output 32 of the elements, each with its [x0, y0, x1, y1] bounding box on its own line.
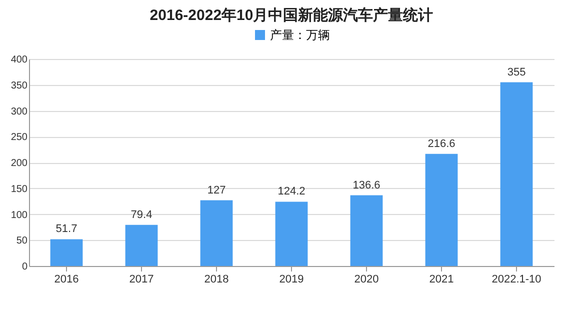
bar [275, 202, 308, 266]
data-label: 79.4 [130, 208, 152, 221]
data-label: 124.2 [278, 186, 306, 198]
bar [425, 154, 458, 266]
y-tick-label: 250 [10, 132, 28, 144]
data-label: 127 [207, 184, 226, 196]
bar [125, 224, 158, 266]
x-tick-label: 2021 [429, 274, 454, 286]
data-label: 51.7 [56, 223, 78, 236]
data-label: 136.6 [352, 179, 380, 192]
y-tick-label: 0 [22, 262, 28, 272]
bar [500, 82, 533, 266]
y-tick-label: 50 [16, 236, 28, 247]
y-tick-label: 150 [10, 184, 28, 195]
y-tick-label: 300 [10, 106, 28, 118]
legend-label: 产量：万辆 [270, 28, 330, 42]
x-tick-label: 2019 [279, 274, 304, 286]
y-tick-label: 350 [10, 80, 28, 92]
y-tick-label: 200 [10, 158, 28, 169]
chart-title: 2016-2022年10月中国新能源汽车产量统计 [150, 6, 434, 24]
data-label: 216.6 [428, 138, 456, 150]
x-tick-label: 2018 [204, 274, 229, 286]
x-tick-label: 2017 [129, 274, 154, 286]
data-label: 355 [507, 66, 526, 78]
x-tick-label: 2020 [354, 274, 379, 286]
x-tick-label: 2022.1-10 [492, 274, 542, 286]
bar [350, 195, 383, 266]
bar [200, 200, 233, 266]
y-tick-label: 100 [10, 210, 28, 221]
x-tick-label: 2016 [54, 274, 79, 286]
y-tick-label: 400 [10, 54, 28, 66]
bar [50, 239, 83, 266]
